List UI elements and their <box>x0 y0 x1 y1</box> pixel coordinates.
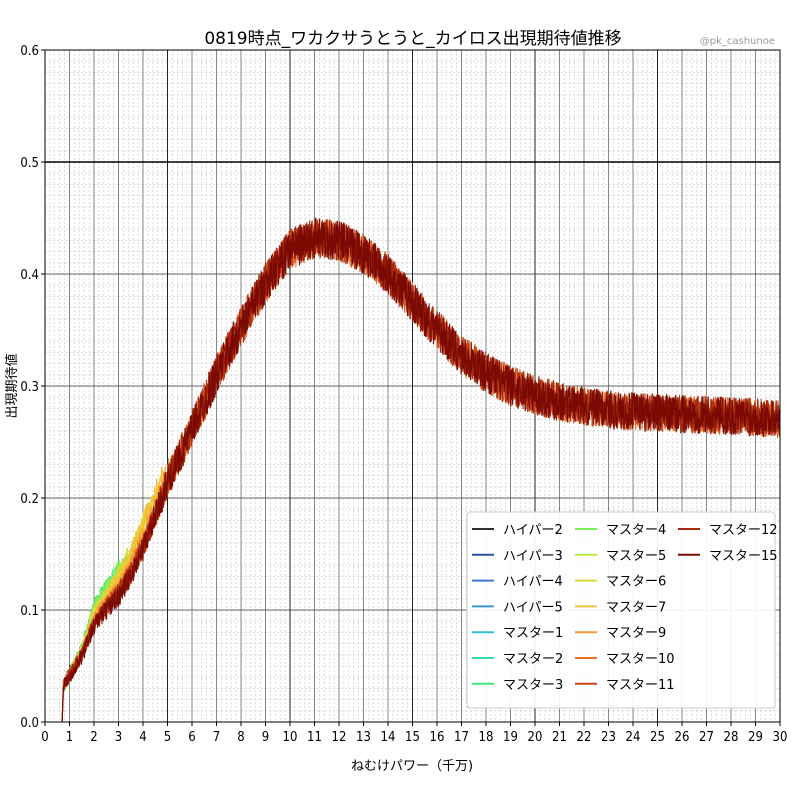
y-axis-label: 出現期待値 <box>4 353 20 418</box>
x-tick-label: 22 <box>577 730 592 745</box>
legend-label: ハイパー2 <box>503 523 563 538</box>
legend-label: マスター2 <box>503 652 563 667</box>
x-tick-label: 18 <box>479 730 494 745</box>
legend-label: マスター12 <box>709 523 778 538</box>
x-tick-label: 8 <box>237 730 244 745</box>
x-tick-label: 4 <box>139 730 146 745</box>
x-tick-label: 25 <box>650 730 665 745</box>
x-tick-label: 7 <box>213 730 220 745</box>
x-tick-label: 23 <box>601 730 616 745</box>
x-axis-label: ねむけパワー（千万) <box>351 759 473 774</box>
x-tick-label: 26 <box>675 730 690 745</box>
x-tick-label: 30 <box>773 730 788 745</box>
legend-label: マスター9 <box>606 626 666 641</box>
legend-label: マスター3 <box>503 678 563 693</box>
chart-title: 0819時点_ワカクサうとうと_カイロス出現期待値推移 <box>204 29 621 49</box>
x-tick-label: 5 <box>164 730 171 745</box>
legend-label: マスター4 <box>606 523 666 538</box>
y-tick-label: 0.1 <box>20 604 39 619</box>
x-tick-label: 6 <box>188 730 195 745</box>
x-tick-label: 27 <box>699 730 714 745</box>
x-tick-label: 2 <box>90 730 97 745</box>
y-tick-label: 0.6 <box>20 44 39 59</box>
x-tick-label: 13 <box>356 730 371 745</box>
legend-label: マスター10 <box>606 652 675 667</box>
y-tick-label: 0.2 <box>20 492 39 507</box>
x-tick-label: 11 <box>307 730 322 745</box>
x-tick-label: 12 <box>332 730 347 745</box>
legend-label: ハイパー3 <box>503 549 563 564</box>
x-tick-label: 24 <box>626 730 641 745</box>
x-tick-label: 10 <box>283 730 298 745</box>
x-tick-label: 21 <box>552 730 567 745</box>
legend-label: マスター11 <box>606 678 675 693</box>
x-tick-label: 3 <box>115 730 122 745</box>
y-tick-label: 0.5 <box>20 156 39 171</box>
x-tick-label: 19 <box>503 730 518 745</box>
x-tick-label: 9 <box>262 730 269 745</box>
y-tick-label: 0.4 <box>20 268 39 283</box>
x-tick-label: 14 <box>381 730 396 745</box>
legend-box <box>466 511 776 709</box>
x-tick-label: 29 <box>748 730 763 745</box>
legend-label: マスター5 <box>606 549 666 564</box>
watermark: @pk_cashunoe <box>700 36 775 47</box>
legend-label: マスター1 <box>503 626 563 641</box>
y-tick-label: 0.3 <box>20 380 39 395</box>
legend-label: マスター6 <box>606 575 666 590</box>
x-tick-label: 0 <box>41 730 48 745</box>
x-tick-label: 17 <box>454 730 469 745</box>
x-tick-label: 15 <box>405 730 420 745</box>
x-tick-labels: 0 1 2 3 4 5 6 7 8 9 10 11 12 13 14 15 16 17 18 19 20 21 22 23 24… <box>41 722 787 745</box>
legend-label: ハイパー4 <box>503 575 563 590</box>
legend-label: マスター15 <box>709 549 778 564</box>
legend-label: ハイパー5 <box>503 600 563 615</box>
x-tick-label: 1 <box>66 730 73 745</box>
legend-label: マスター7 <box>606 600 666 615</box>
x-tick-label: 16 <box>430 730 445 745</box>
x-tick-label: 20 <box>528 730 543 745</box>
legend: ハイパー2 ハイパー3 ハイパー4 ハイパー5 マスター1 マスター2 マスター3 マスター4… <box>466 511 778 709</box>
series-line <box>44 217 781 723</box>
y-tick-label: 0.0 <box>20 716 39 731</box>
x-tick-label: 28 <box>724 730 739 745</box>
y-tick-labels: 0.0 0.1 0.2 0.3 0.4 0.5 0.6 <box>20 44 45 731</box>
